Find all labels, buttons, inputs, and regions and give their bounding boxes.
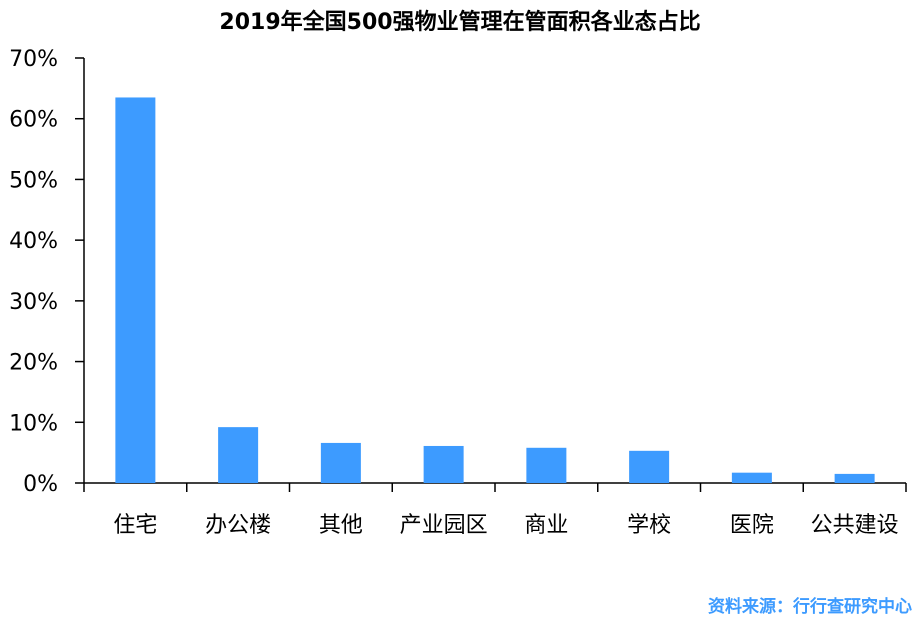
y-tick-label: 50% — [9, 168, 58, 193]
y-tick-label: 60% — [9, 108, 58, 133]
category-label: 住宅 — [113, 513, 157, 538]
y-axis: 0% 10% 20% 30% 40% 50% 60% 70% — [9, 47, 85, 497]
bar-3 — [423, 445, 464, 483]
category-label: 办公楼 — [205, 513, 271, 538]
y-tick-label: 30% — [9, 290, 58, 315]
category-label: 商业 — [524, 513, 568, 538]
bar-1 — [218, 427, 259, 483]
source-caption: 资料来源：行行查研究中心 — [708, 596, 912, 617]
y-tick-label: 40% — [9, 229, 58, 254]
bars — [115, 97, 875, 483]
bar-2 — [320, 442, 361, 483]
category-label: 公共建设 — [811, 513, 899, 538]
y-tick-label: 20% — [9, 351, 58, 376]
bar-5 — [629, 450, 670, 483]
category-label: 其他 — [319, 513, 363, 538]
bar-4 — [526, 447, 567, 483]
category-labels: 住宅 办公楼 其他 产业园区 商业 学校 医院 公共建设 — [113, 513, 898, 538]
chart-title: 2019年全国500强物业管理在管面积各业态占比 — [219, 9, 700, 35]
bar-6 — [731, 472, 772, 483]
category-label: 医院 — [730, 513, 774, 538]
bar-7 — [834, 473, 875, 483]
y-tick-label: 10% — [9, 411, 58, 436]
x-axis — [83, 482, 907, 492]
category-label: 产业园区 — [400, 513, 488, 538]
category-label: 学校 — [627, 513, 671, 538]
y-tick-label: 0% — [23, 472, 58, 497]
y-tick-label: 70% — [9, 47, 58, 72]
bar-0 — [115, 97, 156, 483]
